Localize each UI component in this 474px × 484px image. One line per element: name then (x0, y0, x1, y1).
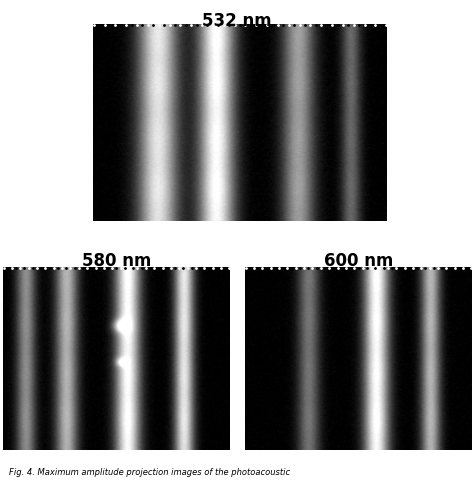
Text: 600 nm: 600 nm (324, 252, 393, 270)
Text: 532 nm: 532 nm (202, 12, 272, 30)
Text: 580 nm: 580 nm (82, 252, 151, 270)
Text: Fig. 4. Maximum amplitude projection images of the photoacoustic: Fig. 4. Maximum amplitude projection ima… (9, 467, 291, 476)
